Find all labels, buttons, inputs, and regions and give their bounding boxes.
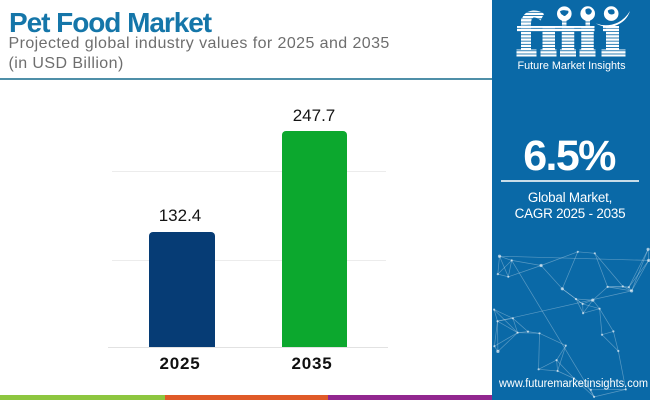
svg-text:www.futuremarketinsights.com: www.futuremarketinsights.com xyxy=(498,378,648,390)
svg-text:Future Market Insights: Future Market Insights xyxy=(518,60,626,72)
